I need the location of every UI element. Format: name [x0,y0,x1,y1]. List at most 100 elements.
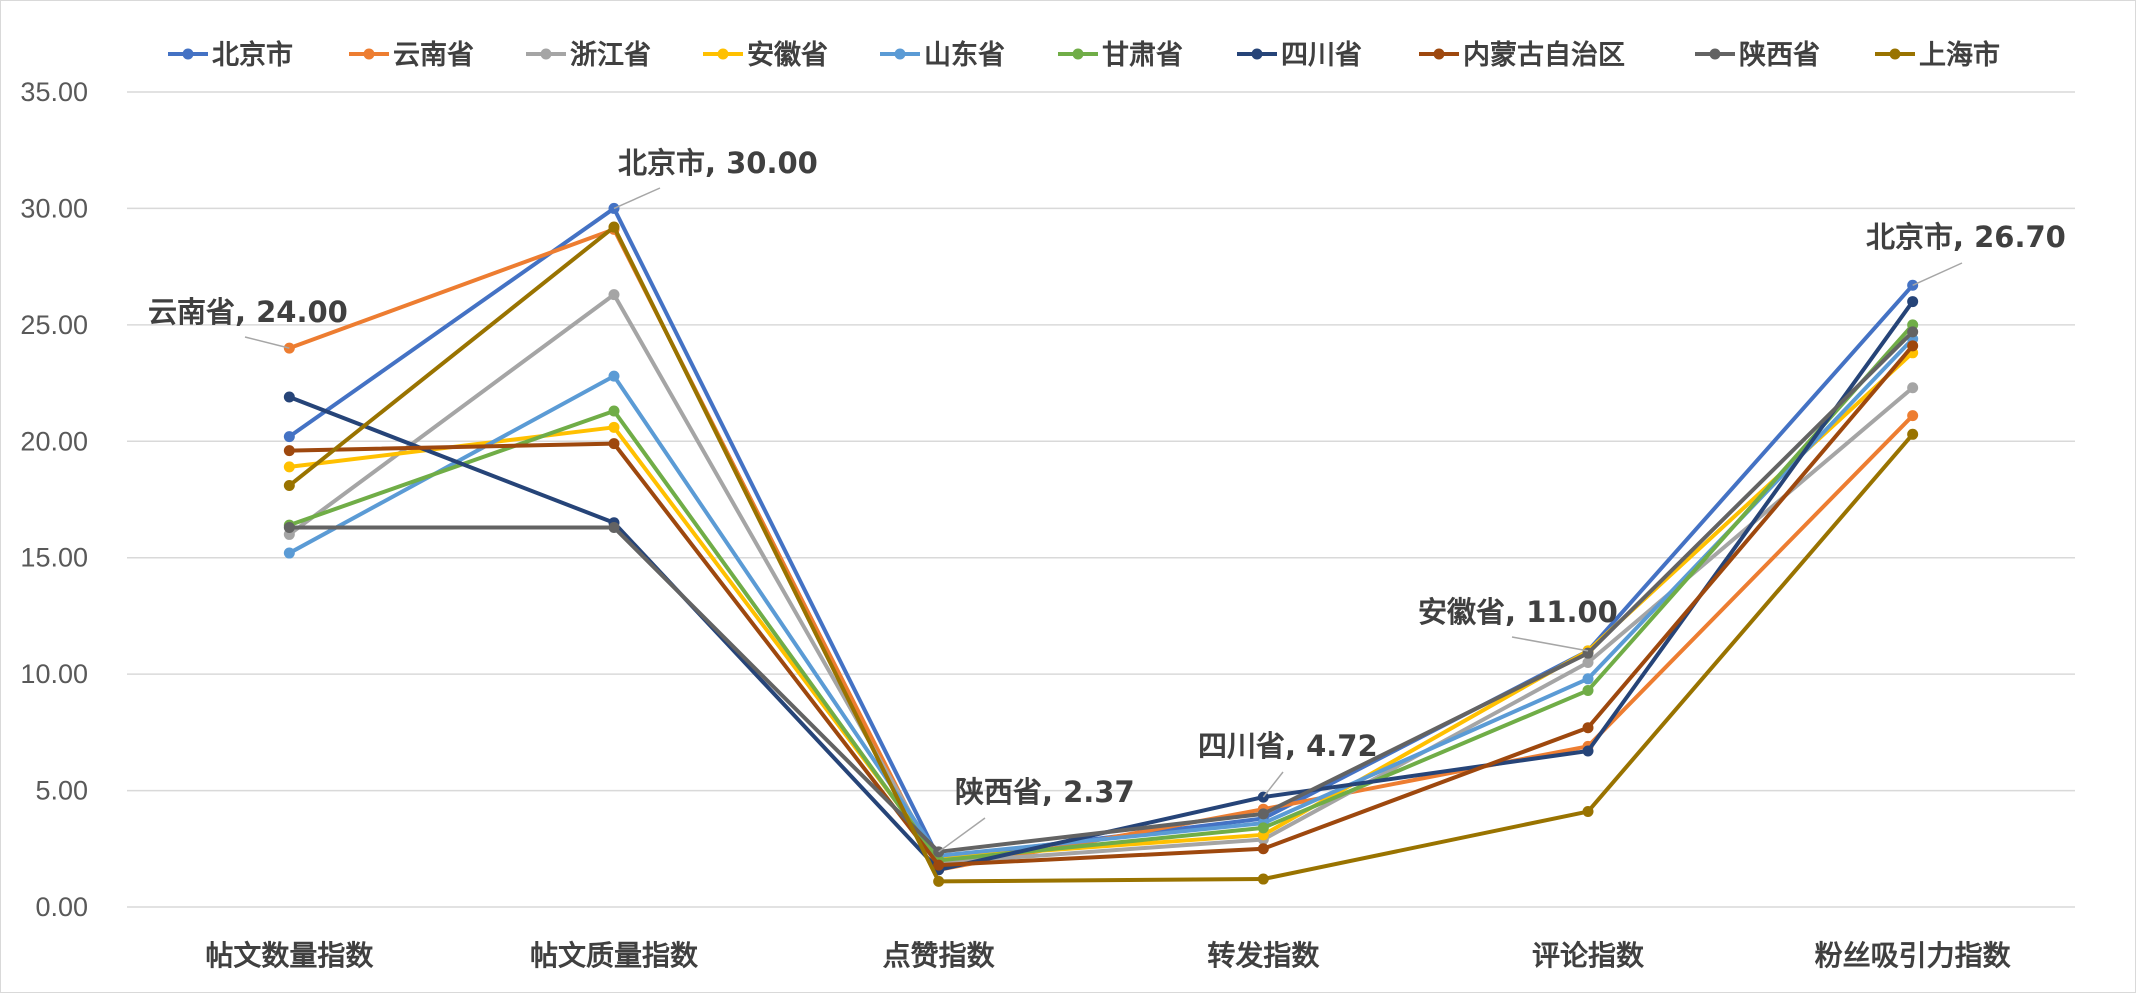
data-point [1907,296,1919,308]
data-point [283,445,295,457]
series-line [287,329,1915,854]
legend-swatch-marker [540,48,552,60]
data-point [1257,843,1269,855]
legend-label: 四川省 [1281,40,1362,71]
series-10 [283,221,1919,887]
data-point [1582,684,1594,696]
series-line [287,206,1915,861]
callout-leader [1262,771,1284,798]
data-point [283,431,295,443]
series-8 [283,340,1919,871]
x-category-label: 转发指数 [1207,939,1320,972]
y-tick-label: 10.00 [20,659,88,689]
x-category-label: 帖文数量指数 [205,939,374,972]
data-point [283,521,295,533]
legend-label: 内蒙古自治区 [1463,39,1625,71]
legend-label: 北京市 [212,39,293,71]
data-point [1907,410,1919,422]
callout-leader [613,187,661,210]
legend-label: 上海市 [1919,39,2000,71]
legend-swatch-marker [1709,48,1721,60]
legend-swatch-marker [1889,48,1901,60]
data-point [283,547,295,559]
data-point [608,221,620,233]
data-callout-label: 北京市, 26.70 [1866,220,2066,254]
legend-item: 内蒙古自治区 [1419,39,1625,71]
legend-label: 山东省 [924,39,1005,71]
legend-label: 浙江省 [570,40,651,71]
data-point [608,421,620,433]
callout-leader [1912,262,1963,286]
data-point [608,405,620,417]
legend-item: 四川省 [1237,40,1362,71]
legend-label: 陕西省 [1739,40,1820,71]
legend-swatch-marker [717,48,729,60]
legend-label: 云南省 [393,40,474,71]
legend-item: 云南省 [349,40,474,71]
data-callouts: 云南省, 24.00 北京市, 30.00 陕西省, 2.37 四川省, 4.72 安徽… [148,146,2066,853]
y-tick-label: 20.00 [20,426,88,456]
x-category-label: 点赞指数 [883,939,996,972]
y-tick-label: 25.00 [20,310,88,340]
x-category-label: 粉丝吸引力指数 [1815,939,2012,972]
series-line [287,292,1915,865]
legend-item: 甘肃省 [1058,40,1183,71]
legend-label: 安徽省 [747,40,828,71]
legend-item: 上海市 [1875,39,2000,71]
x-category-label: 帖文质量指数 [530,939,699,972]
series-line [287,343,1915,868]
gridlines [127,91,2075,908]
y-axis-tick-labels: 0.00 5.00 10.00 15.00 20.00 25.00 30.00 35.00 [20,77,88,922]
legend-swatch-marker [894,48,906,60]
data-point [1582,806,1594,818]
y-tick-label: 15.00 [20,543,88,573]
legend-swatch-marker [1433,48,1445,60]
data-point [933,875,945,887]
callout-leader [244,336,290,349]
data-point [608,370,620,382]
legend-swatch-marker [363,48,375,60]
legend-swatch-marker [1251,48,1263,60]
data-point [1907,382,1919,394]
y-tick-label: 35.00 [20,77,88,107]
legend-item: 陕西省 [1695,40,1820,71]
series-lines [283,202,1919,887]
data-point [1582,673,1594,685]
data-point [1907,326,1919,338]
legend-item: 安徽省 [703,40,828,71]
data-point [283,480,295,492]
data-point [933,859,945,871]
legend-label: 甘肃省 [1102,40,1183,71]
data-point [1257,822,1269,834]
data-point [1257,873,1269,885]
series-line [287,225,1915,884]
legend-swatch-marker [182,48,194,60]
x-category-label: 评论指数 [1532,939,1645,972]
data-point [283,391,295,403]
y-tick-label: 30.00 [20,193,88,223]
data-callout-label: 安徽省, 11.00 [1418,595,1618,629]
y-tick-label: 5.00 [35,776,88,806]
data-point [608,521,620,533]
callout-leader [1511,636,1589,652]
data-callout-label: 四川省, 4.72 [1198,729,1378,763]
y-tick-label: 0.00 [35,892,88,922]
data-point [608,289,620,301]
legend-item: 山东省 [880,39,1005,71]
data-point [1582,647,1594,659]
series-line [287,322,1915,863]
callout-leader [938,817,986,853]
legend-item: 北京市 [168,39,293,71]
data-point [1582,745,1594,757]
data-point [608,438,620,450]
data-point [1582,657,1594,668]
data-callout-label: 北京市, 30.00 [618,146,818,180]
legend-item: 浙江省 [526,40,651,71]
x-axis-category-labels: 帖文数量指数 帖文质量指数 点赞指数 转发指数 评论指数 粉丝吸引力指数 [205,939,2011,972]
data-point [283,461,295,473]
data-point [1582,722,1594,734]
data-callout-label: 云南省, 24.00 [148,295,348,329]
legend: 北京市 云南省 浙江省 安徽省 山东省 甘肃省 四川省 内蒙古自治区 陕西省 上海市 [168,39,2000,71]
